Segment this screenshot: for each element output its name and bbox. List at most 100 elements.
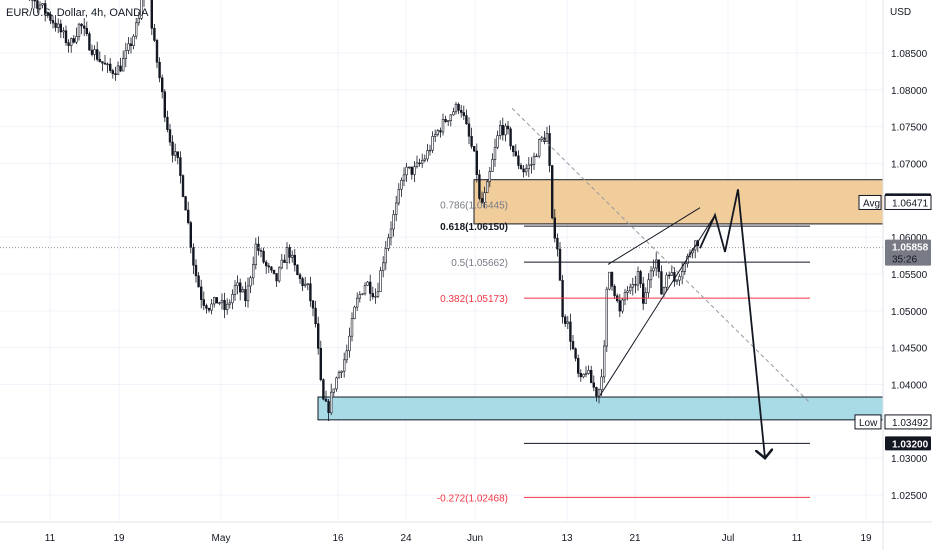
candle-body <box>327 401 330 413</box>
y-tick-label: 1.08500 <box>891 49 928 60</box>
candle-body <box>527 164 531 170</box>
candle-body <box>106 63 109 66</box>
candle-body <box>517 155 520 166</box>
y-tick-label: 1.05500 <box>891 270 928 281</box>
x-tick-label: Jun <box>467 533 483 544</box>
candle-body <box>535 155 538 158</box>
price-badge <box>885 239 931 266</box>
candle-body <box>483 192 486 203</box>
candle-body <box>272 269 276 274</box>
candle-body <box>431 136 434 151</box>
candle-body <box>452 111 455 116</box>
candle-body <box>428 149 432 152</box>
candle-body <box>114 73 117 76</box>
candle-body <box>41 3 44 6</box>
candle-body <box>158 61 161 79</box>
candle-body <box>98 59 102 62</box>
x-axis[interactable]: 11 19 May 16 24 Jun 13 21 Jul 11 19 <box>0 521 932 544</box>
candle-body <box>80 23 83 27</box>
candle-body <box>379 270 382 292</box>
candle-body <box>270 266 273 271</box>
countdown-label: 35:26 <box>892 255 917 266</box>
projection-path <box>699 189 765 458</box>
candle-body <box>233 285 237 295</box>
candle-body <box>285 247 289 263</box>
candle-body <box>571 341 575 350</box>
candle-body <box>392 214 395 230</box>
candle-body <box>342 359 346 372</box>
candle-body <box>88 33 91 51</box>
candle-body <box>301 278 304 287</box>
candle-body <box>140 0 143 19</box>
candle-body <box>407 166 411 169</box>
candle-body <box>426 150 429 160</box>
candle-body <box>239 282 242 293</box>
candle-body <box>85 27 89 35</box>
candle-body <box>433 134 437 137</box>
y-tick-label: 1.05000 <box>891 307 928 318</box>
candle-body <box>236 282 239 286</box>
x-tick-label: Jul <box>722 533 735 544</box>
candle-body <box>387 237 390 249</box>
candle-body <box>337 372 341 379</box>
candle-body <box>636 271 640 286</box>
candle-body <box>103 62 107 65</box>
candle-body <box>127 43 130 51</box>
x-tick-label: 13 <box>561 533 573 544</box>
candle-body <box>231 294 234 304</box>
candle-body <box>376 291 380 297</box>
candle-body <box>413 166 416 175</box>
candle-body <box>43 3 47 14</box>
x-tick-label: 11 <box>792 533 803 544</box>
wedge-lower-line <box>599 214 716 396</box>
candle-body <box>316 323 320 349</box>
candle-body <box>228 302 231 305</box>
candle-body <box>654 259 658 269</box>
candle-body <box>187 209 190 223</box>
candle-body <box>340 370 343 373</box>
candle-body <box>384 248 387 264</box>
fib-label: 0.618(1.06150) <box>440 222 508 233</box>
candle-body <box>631 284 635 288</box>
candle-body <box>298 274 302 279</box>
candle-body <box>322 379 325 400</box>
candle-body <box>49 14 52 21</box>
candle-body <box>418 162 421 164</box>
candle-body <box>324 398 328 402</box>
candle-body <box>579 373 583 378</box>
candle-body <box>472 146 476 152</box>
candle-body <box>628 286 632 292</box>
candle-body <box>556 237 559 250</box>
candle-body <box>176 151 179 158</box>
candle-body <box>215 297 218 304</box>
candle-body <box>72 38 76 43</box>
candle-body <box>179 157 182 176</box>
fib-label: 0.786(1.06445) <box>440 200 508 211</box>
candle-body <box>119 65 122 72</box>
drawings: 0.786(1.06445) 0.618(1.06150) 0.5(1.05662)… <box>0 107 883 504</box>
candle-body <box>389 228 393 239</box>
candle-body <box>602 345 606 378</box>
candle-body <box>647 279 650 294</box>
candle-body <box>241 289 244 293</box>
candle-body <box>75 36 78 43</box>
candle-body <box>649 270 653 281</box>
y-axis[interactable]: 1.08500 1.08000 1.07500 1.07000 1.06000 1.055… <box>854 0 932 550</box>
candle-body <box>550 165 554 219</box>
candle-body <box>465 115 468 125</box>
candle-body <box>129 43 133 46</box>
candle-body <box>475 150 478 175</box>
fib-label: 0.5(1.05662) <box>451 258 508 269</box>
candle-body <box>363 284 367 295</box>
candle-body <box>194 264 198 277</box>
candle-body <box>514 151 518 157</box>
candle-body <box>220 300 224 304</box>
x-tick-label: 16 <box>332 533 344 544</box>
candle-body <box>345 350 348 361</box>
candle-body <box>51 20 55 24</box>
price-badge <box>885 436 931 451</box>
candle-body <box>553 217 557 239</box>
y-tick-label: 1.02500 <box>891 491 928 502</box>
candle-body <box>639 271 642 285</box>
